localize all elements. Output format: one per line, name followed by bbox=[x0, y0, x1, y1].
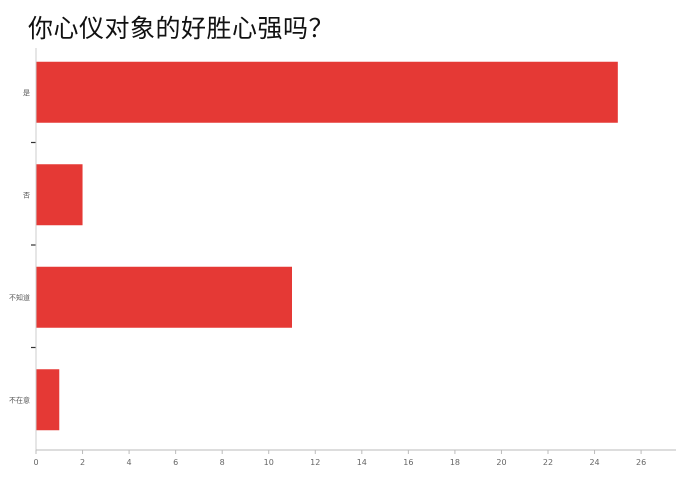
bar bbox=[36, 62, 618, 123]
x-tick-label: 6 bbox=[173, 458, 178, 467]
bar bbox=[36, 267, 292, 328]
category-label: 不在意 bbox=[9, 395, 30, 404]
x-tick-label: 22 bbox=[543, 458, 553, 467]
x-tick-label: 8 bbox=[220, 458, 225, 467]
x-tick-label: 4 bbox=[127, 458, 132, 467]
x-tick-label: 12 bbox=[310, 458, 320, 467]
category-label: 否 bbox=[23, 191, 30, 199]
x-tick-label: 26 bbox=[636, 458, 646, 467]
category-label: 是 bbox=[23, 89, 30, 97]
x-tick-label: 0 bbox=[33, 458, 38, 467]
category-label: 不知道 bbox=[9, 293, 30, 302]
x-tick-label: 16 bbox=[403, 458, 413, 467]
x-tick-label: 18 bbox=[450, 458, 460, 467]
x-tick-label: 14 bbox=[357, 458, 367, 467]
x-tick-label: 2 bbox=[80, 458, 85, 467]
x-tick-label: 10 bbox=[264, 458, 274, 467]
bar bbox=[36, 369, 59, 430]
bar bbox=[36, 164, 83, 225]
x-tick-label: 24 bbox=[589, 458, 599, 467]
x-tick-label: 20 bbox=[496, 458, 506, 467]
